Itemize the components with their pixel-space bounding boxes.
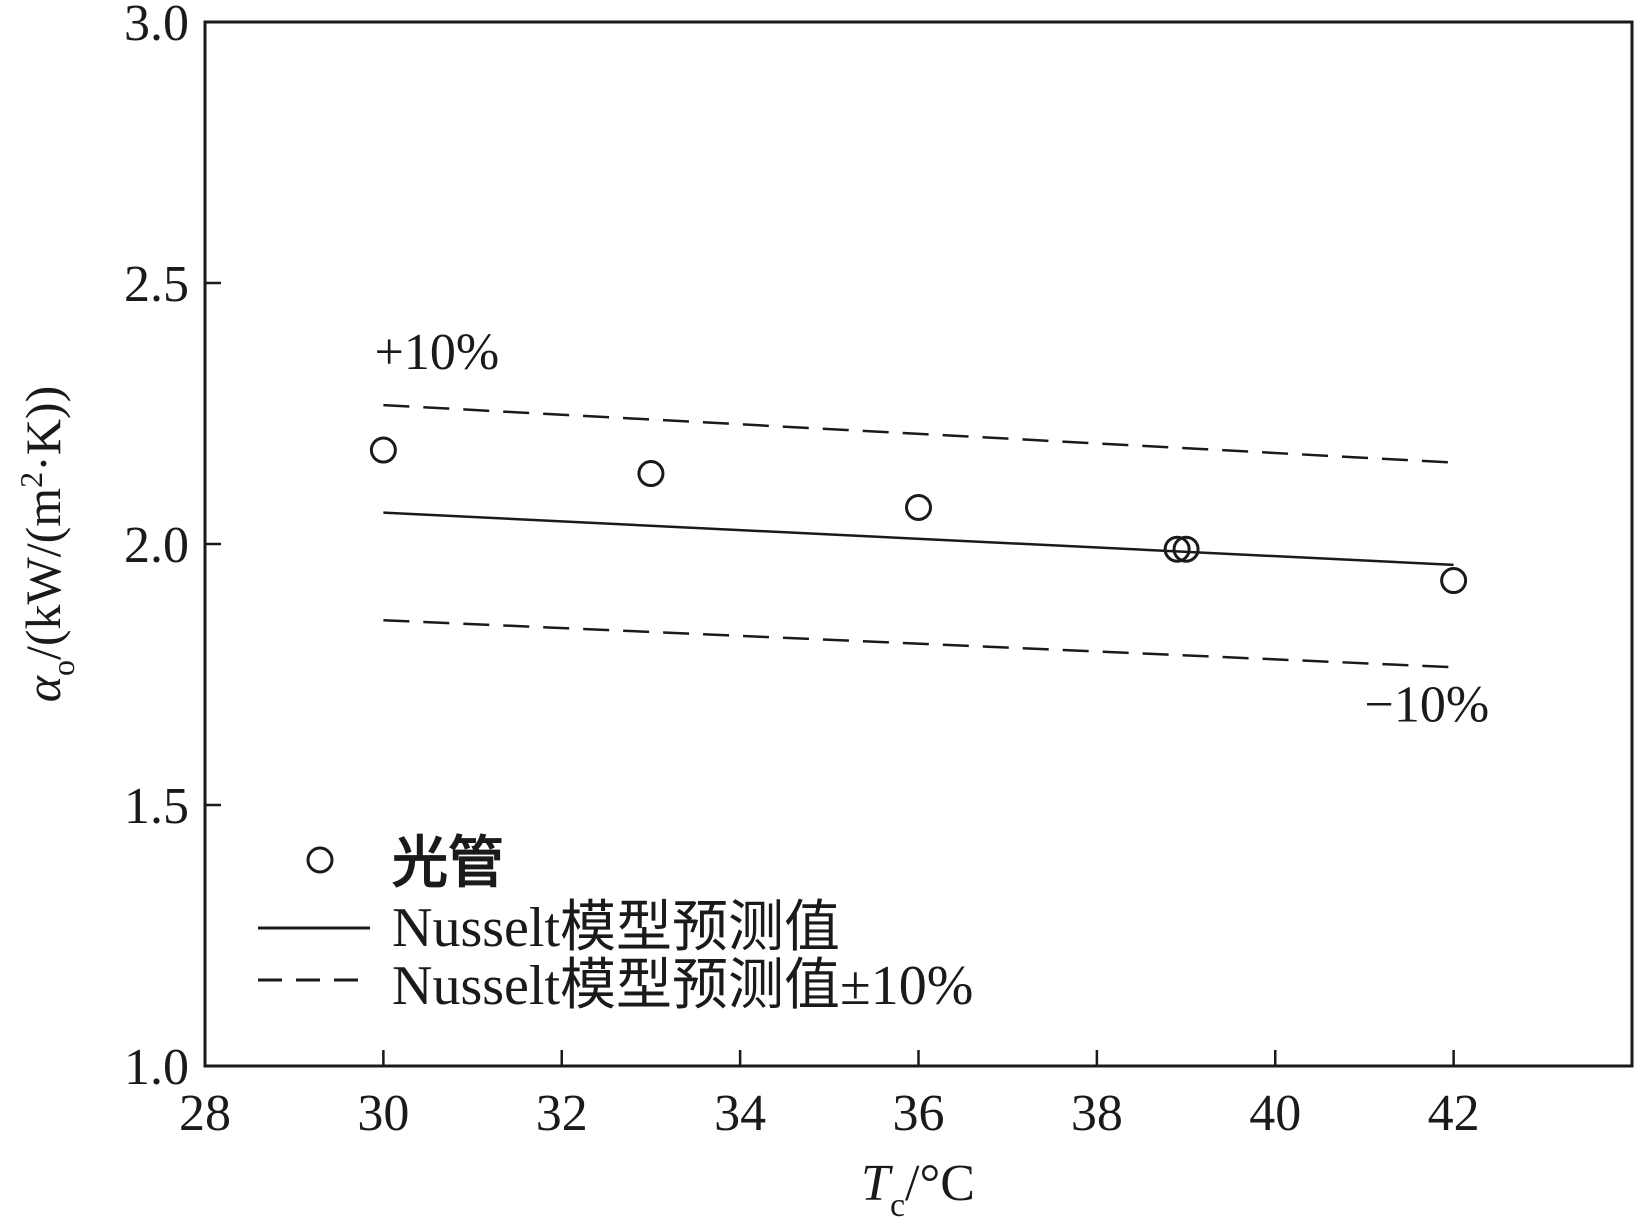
legend-marker-circle <box>306 846 334 874</box>
series-line-dashed <box>383 618 1454 669</box>
annotations: +10% −10% <box>375 324 1490 733</box>
x-tick-label: 42 <box>1428 1085 1480 1142</box>
y-tick-label: 1.0 <box>124 1039 189 1096</box>
y-axis: 1.0 1.5 2.0 2.5 3.0 <box>124 0 221 1096</box>
data-point <box>1163 535 1191 563</box>
x-axis-label-symbol: T <box>861 1155 893 1212</box>
y-axis-label-symbol: α <box>15 674 71 702</box>
x-axis-label: Tc/°C <box>861 1155 975 1224</box>
legend-label-1: Nusselt模型预测值 <box>392 897 840 959</box>
series-points <box>369 436 1468 595</box>
data-point <box>369 436 397 464</box>
y-axis-label: αo/(kW/(m2·K)) <box>13 386 81 702</box>
series-line-dashed <box>383 403 1454 464</box>
x-axis-label-subscript: c <box>890 1187 905 1224</box>
data-point <box>1172 535 1200 563</box>
x-axis-label-unit: /°C <box>905 1155 975 1212</box>
series-lines <box>383 403 1454 669</box>
annotation-label: +10% <box>375 324 500 381</box>
legend-label-0: 光管 <box>392 833 504 895</box>
y-tick-label: 1.5 <box>124 778 189 835</box>
x-tick-label: 28 <box>179 1085 231 1142</box>
data-point <box>637 460 665 488</box>
x-tick-label: 30 <box>357 1085 409 1142</box>
annotation-label: −10% <box>1365 676 1490 733</box>
y-axis-label-subscript: o <box>45 660 81 676</box>
legend: 光管 Nusselt模型预测值 Nusselt模型预测值±10% <box>258 833 973 1017</box>
x-axis: 28 30 32 34 36 38 40 42 <box>179 1050 1480 1142</box>
x-tick-label: 32 <box>536 1085 588 1142</box>
series-line-solid <box>383 511 1454 567</box>
x-tick-label: 38 <box>1071 1085 1123 1142</box>
data-point <box>905 493 932 521</box>
y-axis-label-unit-post: ·K)) <box>15 386 71 472</box>
legend-label-2: Nusselt模型预测值±10% <box>392 955 973 1017</box>
y-tick-label: 2.0 <box>124 517 189 574</box>
y-axis-label-unit-sup: 2 <box>13 472 49 488</box>
x-tick-label: 40 <box>1249 1085 1301 1142</box>
y-tick-label: 3.0 <box>124 0 189 52</box>
x-tick-label: 34 <box>714 1085 766 1142</box>
data-point <box>1440 567 1468 595</box>
y-tick-label: 2.5 <box>124 256 189 313</box>
y-axis-label-unit-pre: /(kW/(m <box>15 488 71 660</box>
x-tick-label: 36 <box>893 1085 945 1142</box>
